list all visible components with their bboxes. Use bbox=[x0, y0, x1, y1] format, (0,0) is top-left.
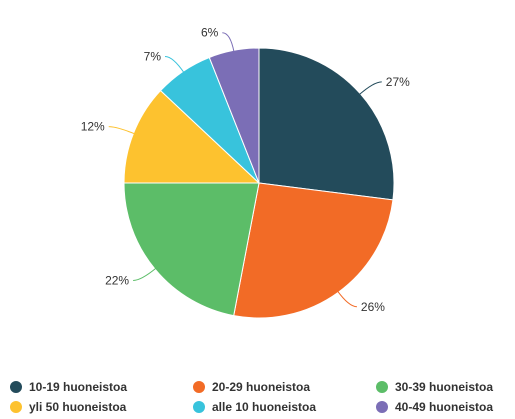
pie-slice-10-19[interactable] bbox=[258, 47, 395, 201]
legend-label-alle-10: alle 10 huoneistoa bbox=[212, 400, 317, 414]
legend-label-30-39: 30-39 huoneistoa bbox=[395, 380, 494, 394]
legend-marker-30-39 bbox=[376, 381, 388, 393]
connector-alle-10 bbox=[164, 55, 185, 74]
pie-slice-20-29[interactable] bbox=[233, 182, 394, 319]
legend-item-20-29[interactable]: 20-29 huoneistoa bbox=[193, 378, 376, 396]
legend-marker-20-29 bbox=[193, 381, 205, 393]
legend-marker-10-19 bbox=[10, 381, 22, 393]
legend-label-10-19: 10-19 huoneistoa bbox=[29, 380, 128, 394]
data-label-40-49: 6% bbox=[201, 26, 219, 40]
connector-yli-50 bbox=[108, 126, 136, 135]
legend-marker-yli-50 bbox=[10, 401, 22, 413]
chart-legend: 10-19 huoneistoa 20-29 huoneistoa 30-39 … bbox=[10, 378, 510, 416]
legend-label-yli-50: yli 50 huoneistoa bbox=[29, 400, 127, 414]
data-label-30-39: 22% bbox=[105, 274, 129, 288]
connector-40-49 bbox=[222, 32, 235, 53]
pie-chart: 27% 26% 22% 12% 7% 6% bbox=[81, 26, 410, 319]
legend-label-40-49: 40-49 huoneistoa bbox=[395, 400, 494, 414]
legend-item-alle-10[interactable]: alle 10 huoneistoa bbox=[193, 398, 376, 416]
legend-marker-40-49 bbox=[376, 401, 388, 413]
legend-item-10-19[interactable]: 10-19 huoneistoa bbox=[10, 378, 193, 396]
legend-item-40-49[interactable]: 40-49 huoneistoa bbox=[376, 398, 510, 416]
legend-item-yli-50[interactable]: yli 50 huoneistoa bbox=[10, 398, 193, 416]
data-label-20-29: 26% bbox=[361, 300, 385, 314]
legend-marker-alle-10 bbox=[193, 401, 205, 413]
legend-label-20-29: 20-29 huoneistoa bbox=[212, 380, 311, 394]
data-label-alle-10: 7% bbox=[144, 49, 162, 63]
connector-20-29 bbox=[336, 290, 357, 308]
data-label-10-19: 27% bbox=[386, 75, 410, 89]
data-label-yli-50: 12% bbox=[81, 120, 105, 134]
connector-10-19 bbox=[358, 81, 382, 96]
legend-item-30-39[interactable]: 30-39 huoneistoa bbox=[376, 378, 510, 396]
connector-30-39 bbox=[133, 267, 157, 282]
